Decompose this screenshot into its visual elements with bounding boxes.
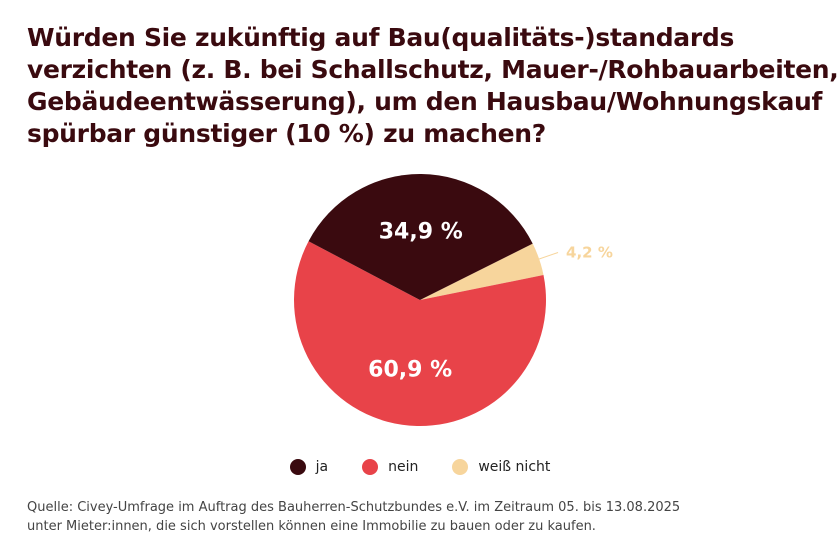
legend-item-ja: ja [289,459,329,475]
source-line: Quelle: Civey-Umfrage im Auftrag des Bau… [27,500,681,515]
pie-label-weiss-nicht: 4,2 % [566,243,613,261]
title-line: Würden Sie zukünftig auf Bau(qualitäts-)… [27,23,735,52]
legend-swatch-weiss-nicht [452,459,469,475]
pie-label-ja: 34,9 % [379,220,463,245]
legend: ja nein weiß nicht [0,459,840,475]
title-line: Gebäudeentwässerung), um den Hausbau/Woh… [27,87,823,116]
pie-leader-line-weiss-nicht [522,251,559,266]
legend-label-weiss-nicht: weiß nicht [478,459,551,475]
pie-label-nein: 60,9 % [368,358,452,383]
title-line: spürbar günstiger (10 %) zu machen? [27,119,546,148]
pie-slice-ja [308,173,533,300]
source-note: Quelle: Civey-Umfrage im Auftrag des Bau… [27,498,827,536]
legend-item-nein: nein [362,459,418,475]
legend-label-ja: ja [315,459,329,475]
pie-slice-weiss-nicht [420,243,544,300]
legend-label-nein: nein [388,459,419,475]
legend-item-weiss-nicht: weiß nicht [452,459,550,475]
source-line: unter Mieter:innen, die sich vorstellen … [27,519,596,534]
title-line: verzichten (z. B. bei Schallschutz, Maue… [27,55,839,84]
pie-slice-nein [294,241,546,426]
chart-title: Würden Sie zukünftig auf Bau(qualitäts-)… [27,22,839,150]
legend-swatch-nein [362,459,379,475]
legend-swatch-ja [289,459,306,475]
